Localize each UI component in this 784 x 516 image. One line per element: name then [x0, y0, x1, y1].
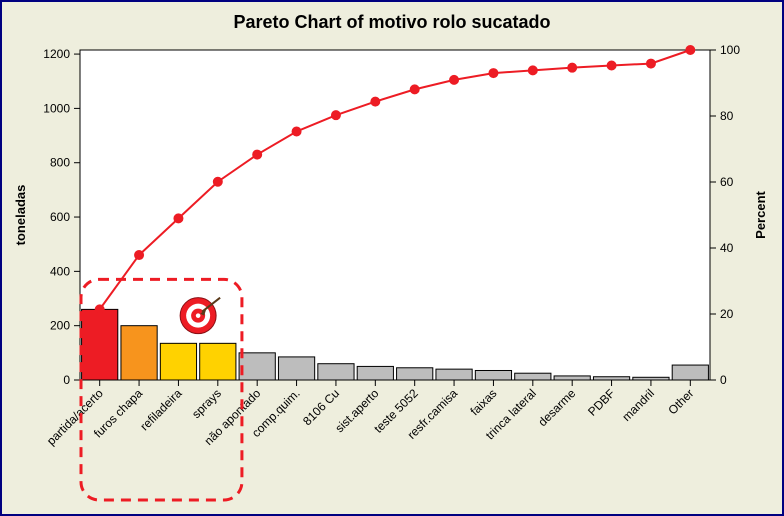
- bar: [554, 376, 590, 380]
- bar: [672, 365, 708, 380]
- bar: [121, 326, 157, 380]
- cumulative-marker: [528, 66, 537, 75]
- bar: [318, 364, 354, 380]
- cumulative-marker: [450, 75, 459, 84]
- y-left-tick: 0: [63, 373, 70, 387]
- y-right-tick: 0: [720, 373, 727, 387]
- y-right-tick: 60: [720, 175, 734, 189]
- y-right-tick: 40: [720, 241, 734, 255]
- cumulative-marker: [371, 97, 380, 106]
- bar: [436, 369, 472, 380]
- cumulative-marker: [174, 214, 183, 223]
- y-left-tick: 800: [50, 156, 70, 170]
- bar: [593, 377, 629, 380]
- y-left-tick: 400: [50, 264, 70, 278]
- bar: [515, 373, 551, 380]
- bar: [357, 366, 393, 380]
- bar: [475, 370, 511, 380]
- bar: [278, 357, 314, 380]
- cumulative-marker: [646, 59, 655, 68]
- cumulative-marker: [213, 177, 222, 186]
- y-left-tick: 600: [50, 210, 70, 224]
- cumulative-marker: [568, 63, 577, 72]
- y-right-tick: 20: [720, 307, 734, 321]
- bar: [82, 309, 118, 380]
- plot-area: [80, 50, 710, 380]
- y-right-tick: 80: [720, 109, 734, 123]
- chart-container: Pareto Chart of motivo rolo sucatado0200…: [0, 0, 784, 516]
- bar: [239, 353, 275, 380]
- y-left-tick: 200: [50, 319, 70, 333]
- pareto-svg: Pareto Chart of motivo rolo sucatado0200…: [0, 0, 784, 516]
- cumulative-marker: [489, 69, 498, 78]
- y-left-label: toneladas: [13, 185, 28, 246]
- y-right-label: Percent: [753, 190, 768, 238]
- cumulative-marker: [331, 111, 340, 120]
- cumulative-marker: [410, 85, 419, 94]
- y-left-tick: 1200: [43, 47, 70, 61]
- cumulative-marker: [292, 127, 301, 136]
- chart-title: Pareto Chart of motivo rolo sucatado: [233, 12, 550, 32]
- y-left-tick: 1000: [43, 101, 70, 115]
- cumulative-marker: [135, 251, 144, 260]
- y-right-tick: 100: [720, 43, 740, 57]
- bar: [160, 343, 196, 380]
- cumulative-marker: [95, 305, 104, 314]
- cumulative-marker: [686, 46, 695, 55]
- cumulative-marker: [253, 150, 262, 159]
- bar: [633, 377, 669, 380]
- bar: [397, 368, 433, 380]
- cumulative-marker: [607, 61, 616, 70]
- bar: [200, 343, 236, 380]
